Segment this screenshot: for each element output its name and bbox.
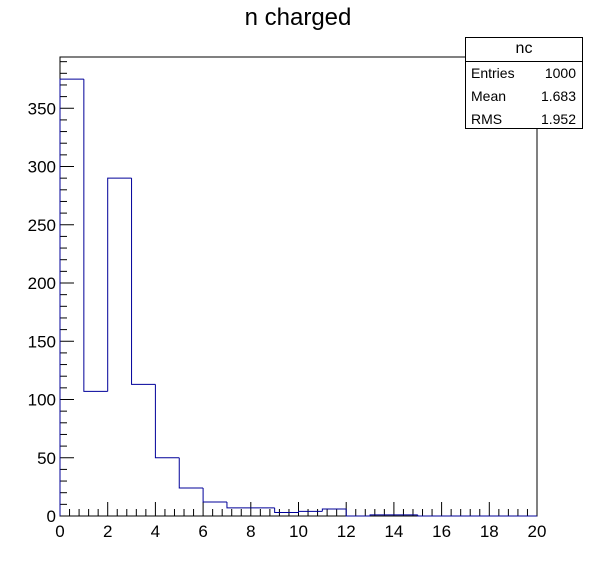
- x-tick-label: 0: [55, 522, 64, 541]
- histogram-bars: [59, 78, 537, 517]
- histogram-bin: [226, 502, 251, 509]
- histogram-bin: [202, 488, 227, 503]
- histogram-bin: [107, 177, 132, 392]
- x-tick-label: 4: [151, 522, 160, 541]
- stats-box-title: nc: [466, 38, 582, 62]
- x-tick-label: 20: [528, 522, 547, 541]
- stats-row-rms: RMS 1.952: [466, 108, 582, 131]
- y-tick-label: 0: [47, 507, 56, 526]
- histogram-bin: [178, 457, 204, 489]
- stats-label: Entries: [471, 65, 515, 81]
- stats-label: RMS: [471, 111, 503, 127]
- x-tick-label: 18: [480, 522, 499, 541]
- stats-box: nc Entries 1000 Mean 1.683 RMS 1.952: [465, 37, 583, 129]
- histogram-bin: [131, 178, 156, 385]
- x-tick-label: 8: [246, 522, 255, 541]
- stats-value: 1.683: [540, 88, 576, 104]
- x-tick-label: 12: [337, 522, 356, 541]
- y-tick-label: 150: [28, 332, 56, 351]
- y-tick-label: 200: [28, 274, 56, 293]
- histogram-bin: [83, 79, 108, 392]
- histogram-bin: [417, 514, 442, 517]
- histogram-bin: [345, 509, 371, 517]
- y-tick-label: 350: [28, 99, 56, 118]
- histogram-bin: [298, 510, 323, 513]
- stats-row-mean: Mean 1.683: [466, 85, 582, 108]
- stats-value: 1000: [544, 65, 576, 81]
- histogram-bin: [369, 514, 394, 516]
- chart-title: n charged: [244, 4, 352, 31]
- x-tick-label: 2: [103, 522, 112, 541]
- y-tick-label: 100: [28, 391, 56, 410]
- x-tick-label: 6: [198, 522, 207, 541]
- stats-label: Mean: [471, 88, 507, 104]
- y-tick-label: 300: [28, 158, 56, 177]
- stats-value: 1.952: [540, 111, 576, 127]
- histogram-bin: [154, 384, 180, 459]
- x-tick-label: 16: [432, 522, 451, 541]
- x-tick-label: 14: [384, 522, 403, 541]
- histogram-bin: [274, 507, 299, 514]
- histogram-bin: [59, 78, 84, 516]
- y-tick-label: 50: [37, 449, 56, 468]
- histogram-bin: [321, 508, 347, 512]
- x-tick-label: 10: [289, 522, 308, 541]
- stats-row-entries: Entries 1000: [466, 62, 582, 85]
- y-tick-label: 250: [28, 216, 56, 235]
